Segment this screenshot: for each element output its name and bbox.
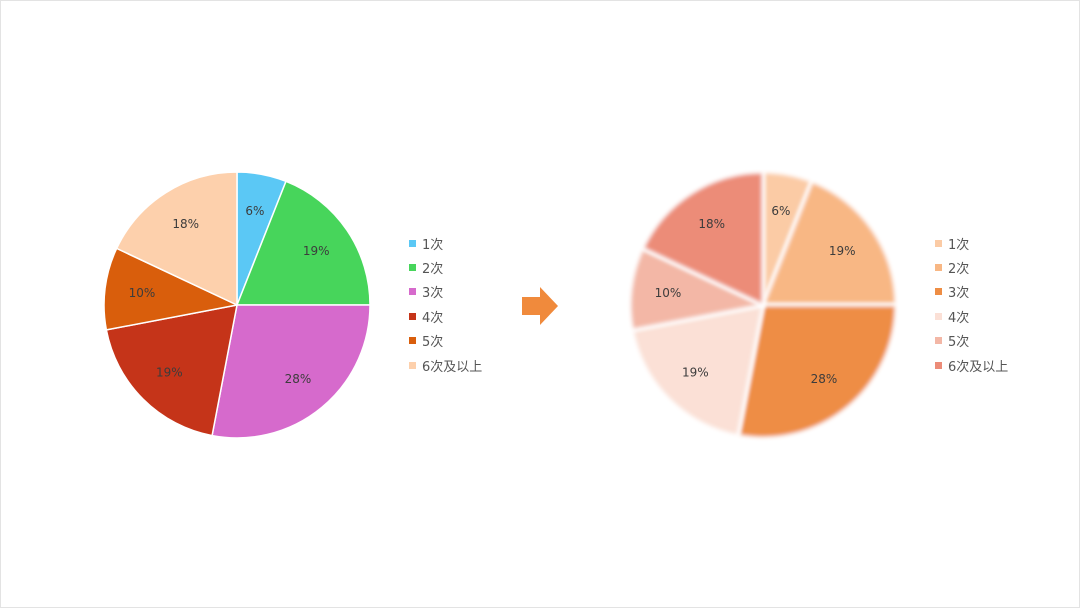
slice-label-3: 28%	[285, 372, 312, 386]
legend-label: 2次	[948, 262, 970, 278]
legend-label: 1次	[422, 237, 444, 253]
legend-swatch	[409, 361, 416, 369]
pie-slice-5	[103, 247, 238, 331]
slice-label-2: 19%	[829, 244, 856, 258]
legend-item-4: 4次	[935, 304, 1008, 328]
slice-label-4: 19%	[682, 366, 709, 380]
legend-label: 1次	[948, 237, 970, 253]
legend-swatch	[935, 312, 942, 320]
legend-label: 6次及以上	[422, 359, 483, 375]
legend-swatch	[409, 239, 416, 247]
legend-swatch	[409, 312, 416, 320]
pie-slice-3	[736, 303, 898, 440]
legend-label: 3次	[422, 286, 444, 302]
slice-label-6: 18%	[172, 217, 199, 231]
slice-label-6: 18%	[698, 217, 725, 231]
legend-item-6: 6次及以上	[935, 353, 1008, 377]
legend-item-2: 2次	[409, 255, 482, 279]
legend-swatch	[935, 239, 942, 247]
legend-label: 6次及以上	[948, 359, 1009, 375]
legend-label: 5次	[948, 335, 970, 351]
legend-item-3: 3次	[409, 280, 482, 304]
pie-slice-4	[105, 304, 238, 437]
slice-label-1: 6%	[245, 204, 264, 218]
arrow-right-icon	[522, 287, 558, 325]
legend-label: 4次	[422, 310, 444, 326]
legend-swatch	[935, 337, 942, 345]
legend-label: 3次	[948, 286, 970, 302]
slice-label-5: 10%	[129, 286, 156, 300]
legend-flat: 1次 2次 3次 4次 5次 6次及以上	[409, 231, 482, 377]
legend-item-2: 2次	[935, 255, 1008, 279]
slice-label-2: 19%	[303, 244, 330, 258]
pie-slice-2	[236, 180, 371, 306]
pie-slice-6	[115, 171, 238, 306]
pie-chart-soft: 6% 19% 28% 19% 10% 18%	[628, 170, 898, 440]
legend-label: 4次	[948, 310, 970, 326]
legend-swatch	[409, 337, 416, 345]
slice-label-1: 6%	[771, 204, 790, 218]
legend-item-5: 5次	[935, 329, 1008, 353]
legend-swatch	[935, 361, 942, 369]
legend-item-1: 1次	[409, 231, 482, 255]
pie-chart-flat: 6% 19% 28% 19% 10% 18%	[103, 171, 371, 439]
pie-slice-4	[631, 303, 765, 437]
legend-item-5: 5次	[409, 329, 482, 353]
legend-item-6: 6次及以上	[409, 353, 482, 377]
legend-swatch	[409, 288, 416, 296]
legend-item-4: 4次	[409, 304, 482, 328]
legend-label: 2次	[422, 262, 444, 278]
pie-slice-5	[628, 247, 765, 332]
legend-swatch	[935, 288, 942, 296]
legend-item-1: 1次	[935, 231, 1008, 255]
pie-slice-3	[211, 304, 371, 439]
pie-slice-2	[761, 180, 898, 307]
legend-soft: 1次 2次 3次 4次 5次 6次及以上	[935, 231, 1008, 377]
legend-swatch	[409, 264, 416, 272]
legend-item-3: 3次	[935, 280, 1008, 304]
legend-swatch	[935, 264, 942, 272]
legend-label: 5次	[422, 335, 444, 351]
slice-label-5: 10%	[655, 286, 682, 300]
slice-label-4: 19%	[156, 366, 183, 380]
slice-label-3: 28%	[811, 372, 838, 386]
pie-slice-6	[641, 170, 765, 307]
